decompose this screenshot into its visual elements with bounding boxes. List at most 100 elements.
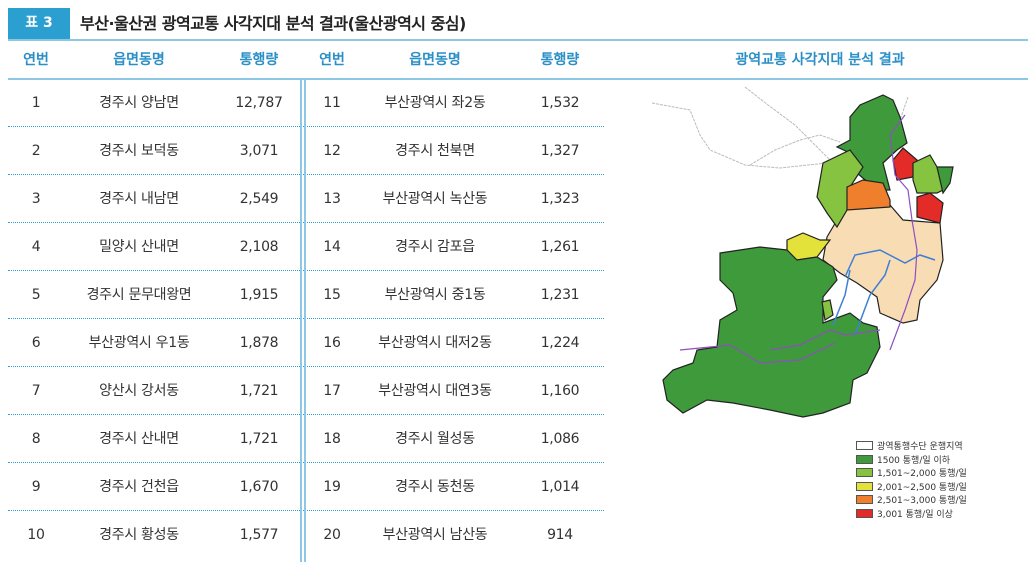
legend-item: 1,501~2,000 통행/일 (856, 466, 967, 480)
cell-no: 5 (31, 287, 41, 303)
table-title: 부산·울산권 광역교통 사각지대 분석 결과(울산광역시 중심) (80, 14, 466, 33)
row-divider (8, 414, 604, 415)
column-separator (304, 80, 306, 562)
cell-volume: 1,532 (540, 95, 580, 111)
cell-no: 6 (31, 335, 41, 351)
rail-line (749, 134, 841, 166)
cell-no: 3 (31, 191, 41, 207)
cell-area: 부산광역시 녹산동 (382, 191, 488, 207)
cell-no: 15 (323, 287, 341, 303)
cell-area: 부산광역시 우1동 (88, 335, 190, 351)
cell-volume: 1,231 (540, 287, 580, 303)
table-row: 4 밀양시 산내면 2,108 14 경주시 감포읍 1,261 (8, 224, 604, 271)
transit-line (679, 342, 836, 364)
cell-area: 부산광역시 대연3동 (378, 383, 492, 399)
legend-item: 2,501~3,000 통행/일 (856, 493, 967, 507)
cell-area: 경주시 황성동 (99, 527, 179, 543)
cell-volume: 1,014 (540, 479, 580, 495)
header-volume-1: 통행량 (239, 52, 279, 68)
region-mid (912, 154, 944, 194)
table-row: 3 경주시 내남면 2,549 13 부산광역시 녹산동 1,323 (8, 176, 604, 223)
row-divider (8, 462, 604, 463)
map-legend: 광역통행수단 운행지역 1500 통행/일 이하 1,501~2,000 통행/일 2… (856, 439, 967, 520)
row-divider (8, 366, 604, 367)
river (844, 249, 936, 278)
cell-volume: 1,915 (239, 287, 279, 303)
cell-area: 경주시 월성동 (395, 431, 475, 447)
table-row: 7 양산시 강서동 1,721 17 부산광역시 대연3동 1,160 (8, 368, 604, 415)
cell-no: 4 (31, 239, 41, 255)
legend-label: 1500 통행/일 이하 (877, 455, 951, 466)
table-row: 1 경주시 양남면 12,787 11 부산광역시 좌2동 1,532 (8, 80, 604, 127)
cell-no: 8 (31, 431, 41, 447)
cell-area: 부산광역시 좌2동 (384, 95, 486, 111)
row-divider (8, 270, 604, 271)
region-low (936, 166, 954, 195)
cell-no: 12 (323, 143, 341, 159)
header-volume-2: 통행량 (540, 52, 580, 68)
header-top-rule (8, 39, 1028, 41)
cell-volume: 1,160 (540, 383, 580, 399)
river (832, 269, 851, 326)
rail-line (651, 102, 828, 169)
cell-volume: 1,577 (239, 527, 279, 543)
legend-swatch (856, 468, 873, 478)
column-separator (300, 80, 302, 562)
cell-area: 부산광역시 대저2동 (378, 335, 492, 351)
cell-volume: 1,721 (239, 431, 279, 447)
region-orange (846, 179, 891, 211)
legend-swatch (856, 495, 873, 505)
cell-volume: 1,323 (540, 191, 580, 207)
cell-no: 18 (323, 431, 341, 447)
cell-volume: 1,261 (540, 239, 580, 255)
cell-no: 14 (323, 239, 341, 255)
row-divider (8, 510, 604, 511)
header-area-2: 읍면동명 (409, 52, 461, 68)
table-row: 2 경주시 보덕동 3,071 12 경주시 천북면 1,327 (8, 128, 604, 175)
transit-line (769, 329, 881, 351)
cell-area: 경주시 문무대왕면 (86, 287, 192, 303)
cell-no: 1 (31, 95, 41, 111)
cell-no: 17 (323, 383, 341, 399)
cell-volume: 1,086 (540, 431, 580, 447)
header-no-2: 연번 (319, 52, 345, 68)
cell-volume: 1,721 (239, 383, 279, 399)
cell-area: 경주시 내남면 (99, 191, 179, 207)
table-row: 10 경주시 황성동 1,577 20 부산광역시 남산동 914 (8, 512, 604, 559)
region-red (916, 192, 944, 224)
table-row: 5 경주시 문무대왕면 1,915 15 부산광역시 중1동 1,231 (8, 272, 604, 319)
table-number-badge: 표 3 (8, 8, 70, 39)
cell-area: 경주시 보덕동 (99, 143, 179, 159)
cell-volume: 1,670 (239, 479, 279, 495)
table-row: 6 부산광역시 우1동 1,878 16 부산광역시 대저2동 1,224 (8, 320, 604, 367)
map-title: 광역교통 사각지대 분석 결과 (735, 52, 905, 68)
cell-volume: 3,071 (239, 143, 279, 159)
cell-no: 7 (31, 383, 41, 399)
cell-no: 16 (323, 335, 341, 351)
cell-no: 10 (27, 527, 45, 543)
cell-area: 경주시 천북면 (395, 143, 475, 159)
transit-line (889, 114, 918, 351)
header-no-1: 연번 (23, 52, 49, 68)
cell-no: 2 (31, 143, 41, 159)
legend-item: 광역통행수단 운행지역 (856, 439, 967, 453)
legend-item: 2,001~2,500 통행/일 (856, 480, 967, 494)
cell-volume: 2,549 (239, 191, 279, 207)
cell-volume: 914 (547, 527, 573, 543)
cell-volume: 12,787 (235, 95, 283, 111)
legend-label: 1,501~2,000 통행/일 (877, 469, 967, 480)
region-map (651, 86, 954, 418)
cell-volume: 1,327 (540, 143, 580, 159)
cell-area: 밀양시 산내면 (99, 239, 179, 255)
cell-area: 경주시 동천동 (395, 479, 475, 495)
row-divider (8, 318, 604, 319)
region-mid (821, 299, 834, 321)
cell-area: 양산시 강서동 (99, 383, 179, 399)
legend-label: 광역통행수단 운행지역 (877, 442, 963, 453)
cell-area: 부산광역시 남산동 (382, 527, 488, 543)
cell-no: 13 (323, 191, 341, 207)
cell-area: 경주시 건천읍 (99, 479, 179, 495)
legend-swatch (856, 454, 873, 464)
rail-line (744, 86, 831, 161)
row-divider (8, 174, 604, 175)
